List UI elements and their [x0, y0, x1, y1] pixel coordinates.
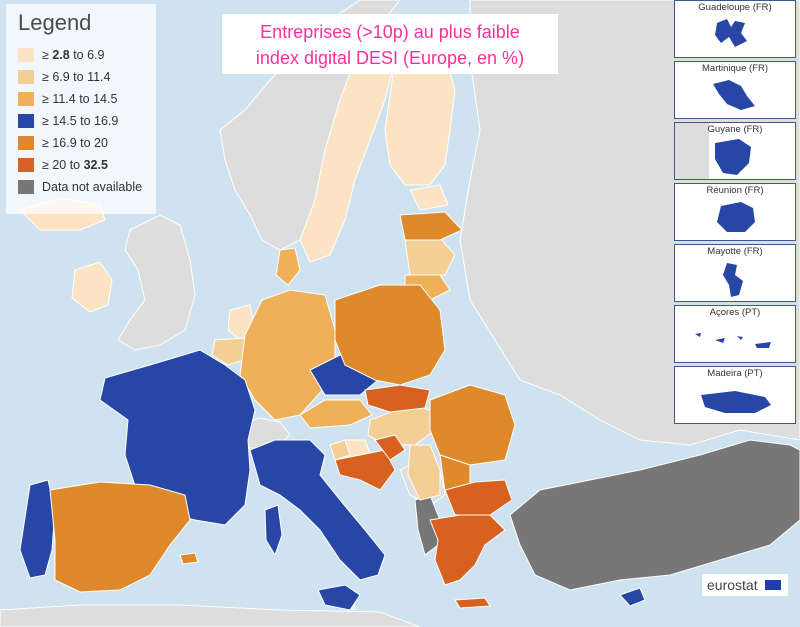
legend-label: ≥ 11.4 to 14.5	[42, 92, 118, 106]
bulgaria	[444, 479, 513, 516]
inset-reunion: Réunion (FR)	[674, 183, 796, 241]
legend-items: ≥ 2.8 to 6.9 ≥ 6.9 to 11.4 ≥ 11.4 to 14.…	[18, 44, 142, 198]
title-line-2: index digital DESI (Europe, en %)	[255, 48, 525, 68]
legend-item: ≥ 14.5 to 16.9	[18, 110, 142, 132]
inset-madeira: Madeira (PT)	[674, 366, 796, 424]
inset-mayotte: Mayotte (FR)	[674, 244, 796, 302]
cyprus	[619, 587, 646, 607]
italy	[249, 439, 386, 581]
sardinia	[264, 504, 283, 557]
guadeloupe-shape	[715, 19, 747, 47]
inset-label: Guadeloupe (FR)	[698, 2, 772, 13]
romania	[429, 384, 516, 466]
no-data-regions	[414, 439, 800, 591]
balearics	[179, 552, 199, 565]
poland	[334, 284, 446, 386]
north-africa	[0, 604, 421, 627]
legend-panel: Legend ≥ 2.8 to 6.9 ≥ 6.9 to 11.4 ≥ 11.4…	[6, 4, 156, 214]
class-3-regions	[239, 247, 451, 429]
madeira-shape	[701, 391, 771, 413]
inset-martinique: Martinique (FR)	[674, 61, 796, 119]
reunion-shape	[717, 202, 755, 232]
legend-swatch	[18, 92, 34, 106]
portugal	[19, 479, 56, 579]
legend-label: Data not available	[42, 180, 143, 194]
crete	[454, 597, 491, 609]
class-6-regions	[334, 384, 513, 609]
legend-label: ≥ 2.8 to 6.9	[42, 48, 105, 62]
legend-item: ≥ 2.8 to 6.9	[18, 44, 142, 66]
martinique-shape	[713, 80, 755, 110]
eu-flag-icon	[765, 580, 781, 590]
class-2-regions	[211, 237, 456, 501]
class-5-regions	[49, 211, 516, 593]
slovakia	[364, 384, 431, 413]
serbia	[407, 444, 441, 501]
legend-swatch	[18, 136, 34, 150]
legend-label: ≥ 16.9 to 20	[42, 136, 108, 150]
legend-item: ≥ 20 to 32.5	[18, 154, 142, 176]
sweden	[299, 39, 396, 263]
legend-swatch	[18, 158, 34, 172]
inset-label: Açores (PT)	[709, 307, 761, 318]
spain	[49, 481, 191, 593]
title-line-1: Entreprises (>10p) au plus faible	[260, 22, 520, 42]
austria	[299, 399, 373, 429]
france	[99, 349, 256, 526]
greece	[429, 514, 506, 586]
class-4-regions	[19, 349, 646, 611]
inset-label: Guyane (FR)	[707, 124, 763, 135]
legend-label: ≥ 20 to 32.5	[42, 158, 108, 172]
guyane-shape	[675, 123, 751, 179]
legend-swatch	[18, 70, 34, 84]
legend-item: Data not available	[18, 176, 142, 198]
legend-swatch	[18, 180, 34, 194]
inset-guyane: Guyane (FR)	[674, 122, 796, 180]
slovenia-part	[329, 439, 351, 461]
estonia	[409, 184, 449, 211]
belgium	[211, 337, 251, 366]
croatia	[334, 449, 396, 491]
inset-label: Mayotte (FR)	[707, 246, 763, 257]
inset-acores: Açores (PT)	[674, 305, 796, 363]
hungary-east	[374, 434, 406, 461]
legend-label: ≥ 6.9 to 11.4	[42, 70, 111, 84]
united-kingdom	[117, 214, 196, 351]
inset-label: Réunion (FR)	[706, 185, 764, 196]
denmark	[275, 247, 301, 286]
map-title: Entreprises (>10p) au plus faible index …	[222, 14, 558, 74]
legend-item: ≥ 6.9 to 11.4	[18, 66, 142, 88]
inset-label: Martinique (FR)	[702, 63, 768, 74]
latvia-north	[399, 211, 463, 241]
legend-swatch	[18, 48, 34, 62]
acores-shape	[695, 333, 771, 348]
legend-item: ≥ 11.4 to 14.5	[18, 88, 142, 110]
eurostat-wordmark: eurostat	[707, 577, 758, 593]
turkey	[509, 439, 800, 591]
legend-label: ≥ 14.5 to 16.9	[42, 114, 119, 128]
eurostat-logo: eurostat	[702, 574, 788, 596]
inset-guadeloupe: Guadeloupe (FR)	[674, 0, 796, 58]
legend-title: Legend	[18, 10, 92, 35]
mayotte-shape	[723, 263, 743, 297]
inset-label: Madeira (PT)	[707, 368, 763, 379]
legend-item: ≥ 16.9 to 20	[18, 132, 142, 154]
sicily	[317, 584, 361, 611]
ireland	[71, 261, 113, 313]
legend-swatch	[18, 114, 34, 128]
